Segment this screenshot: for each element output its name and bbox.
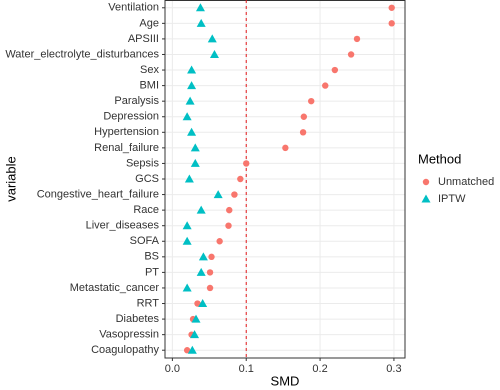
circle-marker	[331, 66, 339, 74]
y-tick-label: Liver_diseases	[86, 220, 160, 232]
triangle-marker	[195, 3, 205, 12]
y-tick-label: PT	[145, 266, 159, 278]
plot-border	[164, 0, 406, 359]
triangle-marker	[190, 330, 200, 339]
y-tick-label: Paralysis	[114, 95, 159, 107]
circle-marker	[353, 35, 361, 43]
triangle-marker	[209, 49, 219, 58]
circle-marker	[237, 175, 244, 183]
x-tick-label: 0.2	[312, 363, 327, 375]
y-tick-label: BS	[144, 251, 159, 263]
triangle-marker	[213, 190, 223, 199]
triangle-marker	[187, 65, 197, 74]
triangle-marker	[190, 143, 200, 152]
circle-marker	[208, 253, 215, 261]
triangle-marker	[184, 174, 194, 183]
legend-title: Method	[418, 151, 461, 166]
circle-marker	[243, 160, 250, 167]
x-tick-label: 0.0	[165, 363, 180, 375]
y-tick-label: Sex	[140, 64, 159, 76]
legend-label: IPTW	[438, 193, 466, 205]
circle-marker	[388, 4, 395, 11]
circle-marker	[216, 238, 223, 245]
circle-marker	[308, 97, 315, 105]
y-tick-label: RRT	[137, 297, 160, 309]
y-tick-label: Race	[133, 204, 159, 216]
y-tick-label: APSIII	[128, 33, 159, 45]
y-tick-label: Water_electrolyte_disturbances	[5, 48, 159, 60]
circle-marker	[388, 20, 395, 27]
y-tick-label: Vasopressin	[99, 329, 159, 341]
y-tick-label: Diabetes	[116, 313, 160, 325]
legend-label: Unmatched	[438, 176, 494, 188]
circle-marker	[183, 347, 191, 354]
triangle-marker	[182, 112, 192, 121]
triangle-marker	[187, 81, 197, 90]
triangle-marker	[421, 194, 431, 203]
y-tick-label: Renal_failure	[94, 142, 159, 154]
circle-marker	[226, 206, 233, 214]
triangle-marker	[182, 236, 192, 245]
triangle-marker	[207, 34, 217, 43]
triangle-marker	[198, 299, 208, 308]
y-tick-label: Age	[139, 17, 159, 29]
x-tick-label: 0.3	[386, 363, 401, 375]
triangle-marker	[191, 314, 201, 323]
y-tick-label: Coagulopathy	[91, 344, 159, 356]
circle-marker	[300, 113, 308, 120]
circle-marker	[422, 178, 430, 186]
circle-marker	[231, 191, 238, 198]
x-axis-title: SMD	[271, 373, 300, 388]
y-tick-label: BMI	[139, 80, 159, 92]
triangle-marker	[196, 267, 206, 276]
y-tick-label: Ventilation	[108, 2, 159, 14]
circle-marker	[206, 284, 214, 292]
y-tick-label: Sepsis	[126, 157, 160, 169]
triangle-marker	[196, 205, 206, 214]
circle-marker	[206, 269, 214, 276]
circle-marker	[299, 129, 307, 136]
circle-marker	[225, 222, 232, 229]
y-axis-title: variable	[3, 156, 18, 202]
y-tick-label: SOFA	[130, 235, 160, 247]
y-tick-label: Hypertension	[94, 126, 159, 138]
y-tick-label: Metastatic_cancer	[70, 282, 160, 294]
triangle-marker	[190, 158, 200, 167]
triangle-marker	[185, 96, 195, 105]
triangle-marker	[187, 345, 197, 354]
y-tick-label: Depression	[103, 111, 159, 123]
circle-marker	[194, 300, 201, 307]
y-tick-label: Congestive_heart_failure	[37, 188, 159, 200]
circle-marker	[347, 51, 355, 58]
triangle-marker	[196, 18, 206, 27]
triangle-marker	[182, 221, 192, 230]
x-tick-label: 0.1	[239, 363, 254, 375]
circle-marker	[282, 144, 289, 152]
triangle-marker	[182, 283, 192, 292]
y-tick-label: GCS	[135, 173, 159, 185]
triangle-marker	[198, 252, 208, 261]
circle-marker	[322, 82, 329, 89]
triangle-marker	[187, 127, 197, 136]
